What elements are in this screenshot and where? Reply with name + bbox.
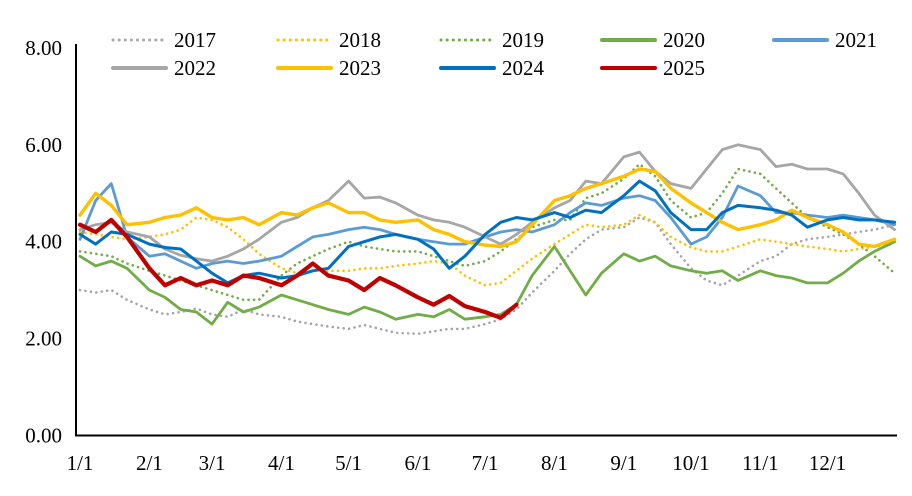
- y-axis-label: 2.00: [25, 327, 62, 351]
- legend-item-2019: 2019: [439, 27, 544, 53]
- x-axis-label: 11/1: [742, 451, 779, 475]
- legend-label: 2022: [174, 56, 216, 80]
- legend-swatch-2022: [111, 66, 168, 70]
- series-line-2022: [78, 143, 896, 263]
- x-axis-label: 7/1: [472, 451, 499, 475]
- series-line-2025: [77, 217, 519, 320]
- legend-label: 2024: [502, 56, 544, 80]
- legend-item-2017: 2017: [111, 27, 216, 53]
- y-axis-label: 0.00: [25, 424, 62, 448]
- legend-label: 2017: [174, 28, 216, 52]
- legend-swatch-2024: [439, 66, 496, 70]
- legend-swatch-2020: [600, 38, 657, 42]
- series-line-2023: [78, 167, 897, 249]
- series-line-2024: [78, 179, 897, 285]
- x-axis-label: 3/1: [199, 451, 226, 475]
- x-axis-label: 10/1: [672, 451, 709, 475]
- legend-swatch-2017: [111, 38, 168, 42]
- x-axis-label: 2/1: [136, 451, 163, 475]
- legend-label: 2018: [339, 28, 381, 52]
- legend-swatch-2021: [772, 38, 829, 42]
- legend-item-2025: 2025: [600, 55, 705, 81]
- legend-swatch-2019: [439, 38, 496, 42]
- y-axis-label: 8.00: [25, 36, 62, 60]
- legend-label: 2021: [835, 28, 877, 52]
- legend-label: 2025: [663, 56, 705, 80]
- legend-label: 2023: [339, 56, 381, 80]
- y-axis-label: 4.00: [25, 230, 62, 254]
- legend-item-2020: 2020: [600, 27, 705, 53]
- legend-swatch-2018: [276, 38, 333, 42]
- x-axis-label: 5/1: [335, 451, 362, 475]
- y-axis-label: 6.00: [25, 133, 62, 157]
- x-axis-label: 9/1: [610, 451, 637, 475]
- legend-item-2018: 2018: [276, 27, 381, 53]
- legend-item-2023: 2023: [276, 55, 381, 81]
- x-axis-label: 6/1: [405, 451, 432, 475]
- series-line-2021: [78, 182, 896, 270]
- legend-swatch-2025: [600, 66, 657, 70]
- x-axis-label: 1/1: [67, 451, 94, 475]
- legend-item-2021: 2021: [772, 27, 877, 53]
- legend-swatch-2023: [276, 66, 333, 70]
- legend-label: 2019: [502, 28, 544, 52]
- series-line-2020: [78, 240, 896, 326]
- legend-item-2024: 2024: [439, 55, 544, 81]
- legend-item-2022: 2022: [111, 55, 216, 81]
- series-line-2019: [78, 162, 896, 302]
- x-axis-label: 12/1: [809, 451, 846, 475]
- x-axis-label: 4/1: [268, 451, 295, 475]
- x-axis-label: 8/1: [541, 451, 568, 475]
- series-line-2017: [78, 216, 896, 336]
- series-line-2018: [78, 213, 896, 287]
- legend-label: 2020: [663, 28, 705, 52]
